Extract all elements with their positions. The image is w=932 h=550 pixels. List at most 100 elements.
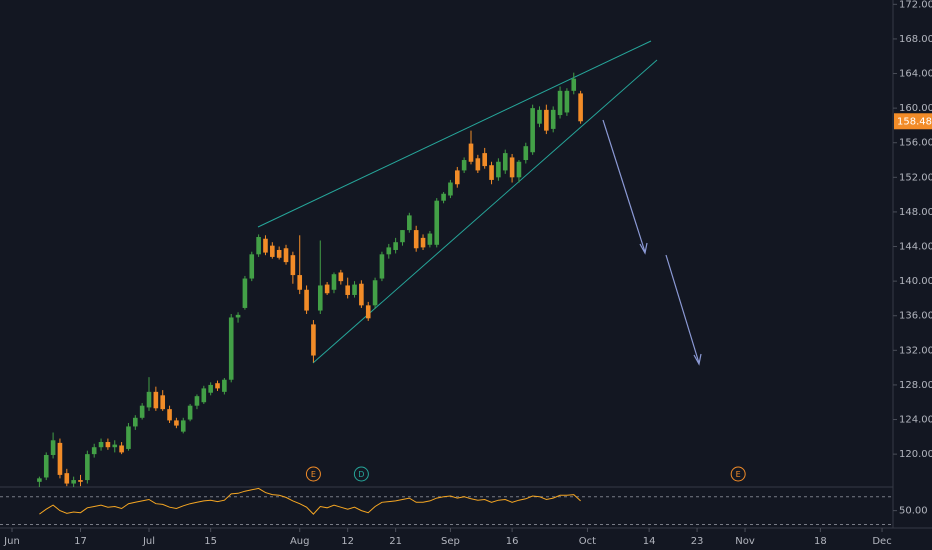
rsi-line <box>39 487 581 515</box>
candle <box>461 157 467 174</box>
candle <box>468 130 474 165</box>
candle-body <box>441 193 446 201</box>
candle <box>516 160 522 183</box>
candle <box>311 320 316 363</box>
candle <box>64 468 70 487</box>
x-tick-label: 15 <box>204 536 217 547</box>
candle <box>290 251 296 284</box>
candle-body <box>119 445 124 453</box>
candle-body <box>153 391 159 409</box>
candle <box>386 243 392 259</box>
candle <box>270 242 275 259</box>
candle <box>174 417 179 429</box>
candle <box>496 158 501 181</box>
candle-body <box>249 254 255 279</box>
candle-body <box>78 480 83 482</box>
x-tick-label: Jun <box>3 536 20 547</box>
candle <box>537 106 542 128</box>
candle <box>105 438 111 450</box>
candle <box>331 272 337 294</box>
x-tick-label: Aug <box>290 536 310 547</box>
candle-body <box>537 109 542 124</box>
candle-body <box>57 442 63 475</box>
candle <box>393 237 398 254</box>
candle <box>249 251 255 282</box>
candle <box>489 161 494 185</box>
candle-body <box>270 245 275 257</box>
y-tick-label: 144.00 <box>899 242 932 253</box>
candle <box>153 386 159 411</box>
candle-body <box>564 90 570 113</box>
candle <box>167 405 172 423</box>
candle <box>201 385 207 404</box>
candle-body <box>496 161 501 178</box>
candle <box>208 382 213 396</box>
candle <box>427 230 433 248</box>
candle <box>578 90 583 124</box>
candle-body <box>201 388 207 403</box>
candle-body <box>427 233 433 245</box>
candle-body <box>550 109 556 129</box>
arrow <box>602 119 646 253</box>
arrow-head <box>693 353 702 366</box>
candle <box>345 277 350 299</box>
x-tick-label: Dec <box>872 536 891 547</box>
candle <box>509 153 515 183</box>
candle-body <box>516 161 522 178</box>
y-tick-label: 164.00 <box>899 69 932 80</box>
candle <box>126 422 131 451</box>
candle-body <box>571 78 577 91</box>
candle-body <box>112 444 118 448</box>
candle-body <box>167 409 172 421</box>
x-tick-label: 23 <box>691 536 704 547</box>
candle-body <box>133 417 138 427</box>
y-tick-label: 128.00 <box>899 380 932 391</box>
candle <box>544 104 549 135</box>
candle-body <box>434 200 440 245</box>
event-label: E <box>736 470 741 479</box>
candle-body <box>523 146 529 161</box>
candle-body <box>105 442 111 448</box>
candle-body <box>37 478 42 482</box>
candle <box>523 142 529 164</box>
candle <box>304 285 309 314</box>
candle-body <box>345 285 350 295</box>
candle-body <box>276 249 282 258</box>
x-tick-label: 21 <box>389 536 402 547</box>
candle <box>352 281 357 298</box>
candle-body <box>324 284 330 294</box>
candle-body <box>208 384 213 393</box>
candle-body <box>215 383 220 389</box>
candle <box>180 417 186 434</box>
candle-body <box>502 153 508 171</box>
x-tick-label: Oct <box>579 536 596 547</box>
candle <box>242 275 248 310</box>
candle <box>228 313 234 383</box>
candle <box>338 269 344 285</box>
candle-body <box>482 153 487 167</box>
candle <box>139 403 145 420</box>
wedge-upper <box>257 40 652 228</box>
candle-body <box>420 237 426 248</box>
candle-body <box>235 314 241 318</box>
candle-body <box>544 109 549 131</box>
candle-body <box>174 420 179 426</box>
candle <box>324 281 330 295</box>
event-label: E <box>311 470 316 479</box>
candle-body <box>379 254 385 279</box>
x-tick-label: 14 <box>643 536 656 547</box>
y-tick-label: 160.00 <box>899 103 932 114</box>
candle-body <box>359 283 364 306</box>
candle <box>98 438 104 451</box>
candle <box>119 442 124 455</box>
candle-body <box>98 442 104 448</box>
y-tick-label: 140.00 <box>899 276 932 287</box>
candle <box>365 301 371 321</box>
candle-body <box>228 317 234 380</box>
candle <box>37 476 42 487</box>
y-tick-label: 124.00 <box>899 415 932 426</box>
candle <box>133 415 138 430</box>
candle-body <box>372 280 378 306</box>
